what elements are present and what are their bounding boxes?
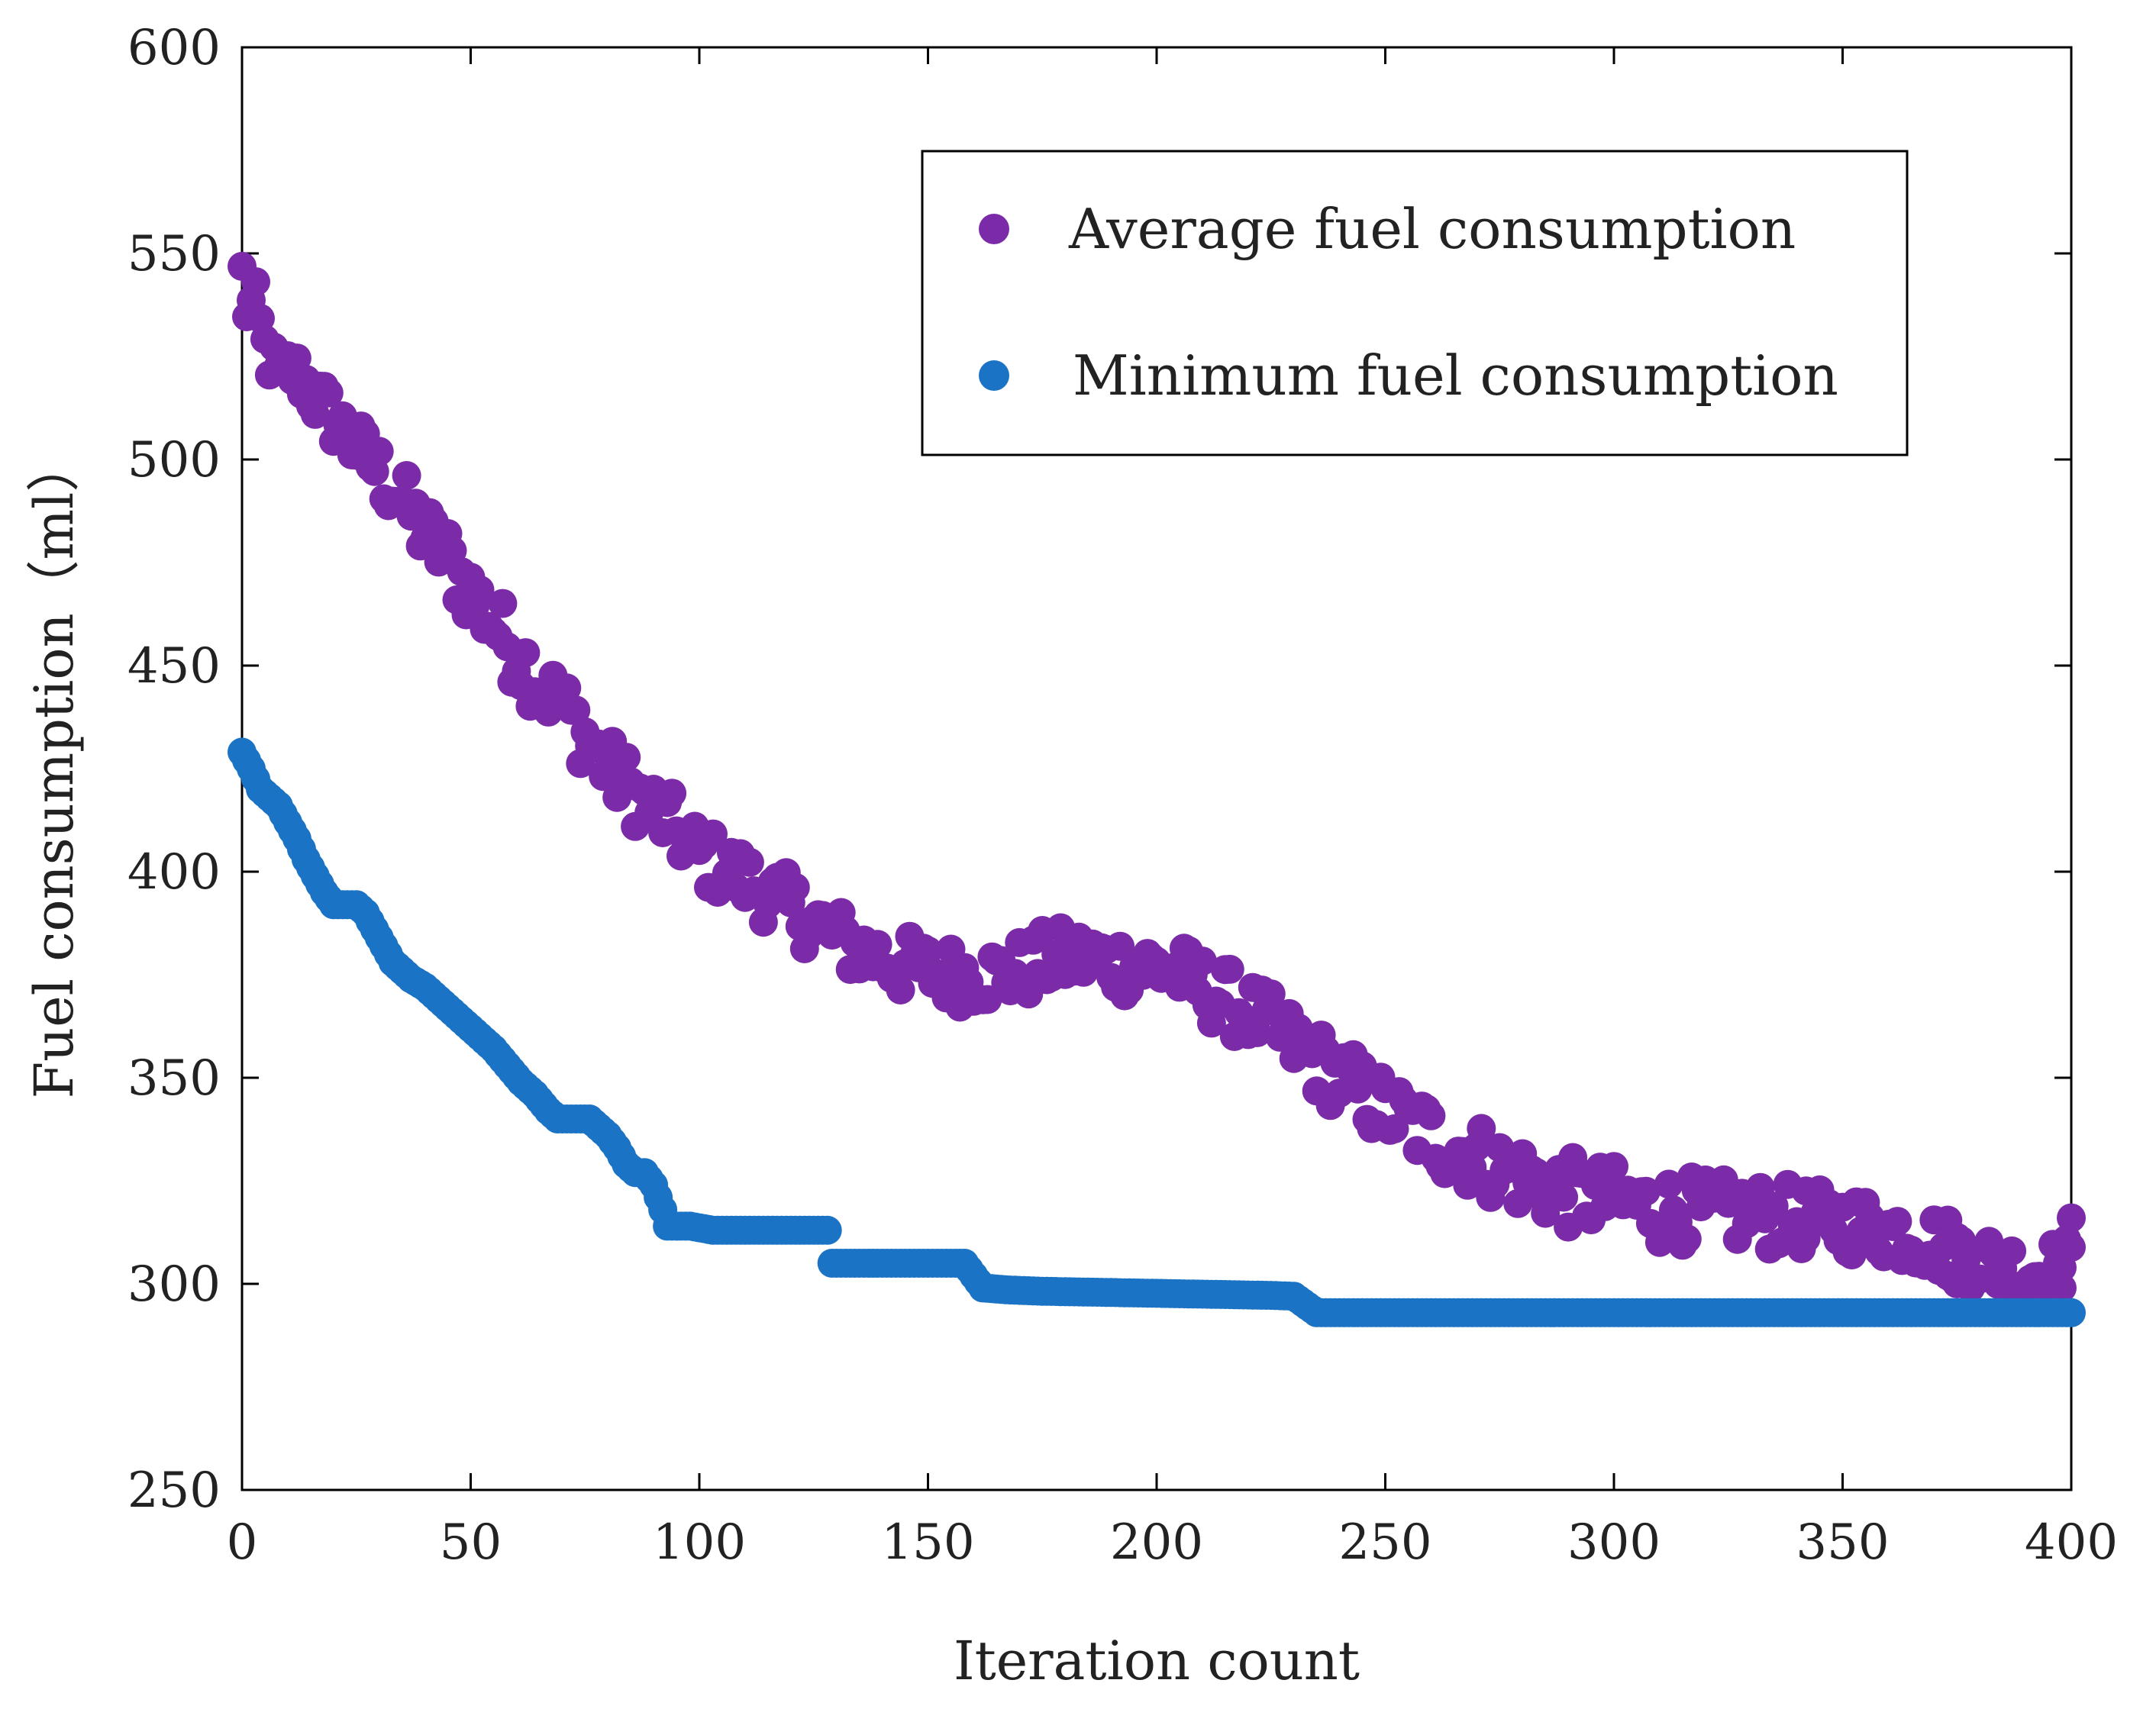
average-point xyxy=(300,399,330,429)
average-point xyxy=(2048,1273,2077,1303)
legend: Average fuel consumption Minimum fuel co… xyxy=(921,150,1909,456)
x-tick-label: 250 xyxy=(1338,1514,1431,1571)
average-point xyxy=(1759,1191,1789,1221)
average-point xyxy=(465,575,495,605)
average-point xyxy=(2057,1203,2086,1233)
average-point xyxy=(1467,1114,1496,1143)
legend-label-average: Average fuel consumption xyxy=(1068,197,1796,261)
average-point xyxy=(1883,1207,1912,1237)
average-point xyxy=(1380,1114,1409,1143)
x-tick-label: 150 xyxy=(881,1514,974,1571)
y-axis-ticks: 250 300 350 400 450 500 550 600 xyxy=(127,20,2071,1519)
x-tick-label: 200 xyxy=(1110,1514,1203,1571)
legend-marker-average xyxy=(979,214,1009,244)
x-axis-title: Iteration count xyxy=(954,1630,1360,1692)
average-point xyxy=(657,779,687,808)
average-point xyxy=(1631,1176,1661,1206)
y-tick-label: 400 xyxy=(127,844,221,901)
average-point xyxy=(1654,1169,1683,1199)
average-point xyxy=(973,985,1002,1014)
y-axis-title: Fuel consumption（ml） xyxy=(23,439,86,1099)
x-tick-label: 300 xyxy=(1567,1514,1661,1571)
y-tick-label: 600 xyxy=(127,20,221,76)
average-point xyxy=(1416,1101,1446,1130)
average-point xyxy=(1343,1074,1373,1104)
average-point xyxy=(552,673,582,703)
x-tick-label: 400 xyxy=(2025,1514,2118,1571)
legend-label-minimum: Minimum fuel consumption xyxy=(1073,343,1838,408)
average-point xyxy=(1549,1182,1579,1212)
average-point xyxy=(699,819,728,849)
average-point xyxy=(1105,931,1135,961)
average-point xyxy=(241,267,270,297)
average-point xyxy=(1997,1236,2027,1266)
average-point xyxy=(753,889,783,919)
average-fuel-series xyxy=(228,251,2086,1317)
y-tick-label: 250 xyxy=(127,1462,221,1519)
average-point xyxy=(314,378,344,408)
average-point xyxy=(734,847,764,877)
x-axis-ticks: 0 50 100 150 200 250 300 350 400 xyxy=(227,47,2118,1571)
y-tick-label: 550 xyxy=(127,226,221,282)
average-point xyxy=(2043,1249,2072,1278)
average-point xyxy=(886,975,915,1004)
minimum-point xyxy=(2057,1298,2086,1327)
average-point xyxy=(913,936,943,966)
x-tick-label: 0 xyxy=(227,1514,258,1571)
average-point xyxy=(1599,1152,1628,1182)
legend-marker-minimum xyxy=(979,360,1009,391)
average-point xyxy=(364,437,394,466)
average-point xyxy=(1942,1269,1972,1298)
minimum-point xyxy=(812,1215,842,1245)
average-point xyxy=(392,461,421,490)
y-tick-label: 300 xyxy=(127,1256,221,1313)
average-point xyxy=(1791,1224,1821,1253)
average-point xyxy=(1242,1017,1272,1047)
average-point xyxy=(612,743,641,772)
average-point xyxy=(1215,954,1244,984)
average-point xyxy=(561,695,591,725)
legend-box xyxy=(921,150,1909,456)
average-point xyxy=(780,872,810,902)
minimum-fuel-series xyxy=(228,737,2086,1327)
y-tick-label: 500 xyxy=(127,432,221,489)
average-point xyxy=(488,588,518,618)
x-tick-label: 100 xyxy=(653,1514,746,1571)
x-tick-label: 50 xyxy=(440,1514,502,1571)
average-point xyxy=(863,930,892,959)
average-point xyxy=(1672,1224,1702,1254)
x-tick-label: 350 xyxy=(1796,1514,1889,1571)
y-tick-label: 350 xyxy=(127,1050,221,1107)
y-tick-label: 450 xyxy=(127,638,221,695)
average-point xyxy=(1837,1240,1867,1270)
average-point xyxy=(1187,946,1217,976)
average-point xyxy=(511,638,541,668)
